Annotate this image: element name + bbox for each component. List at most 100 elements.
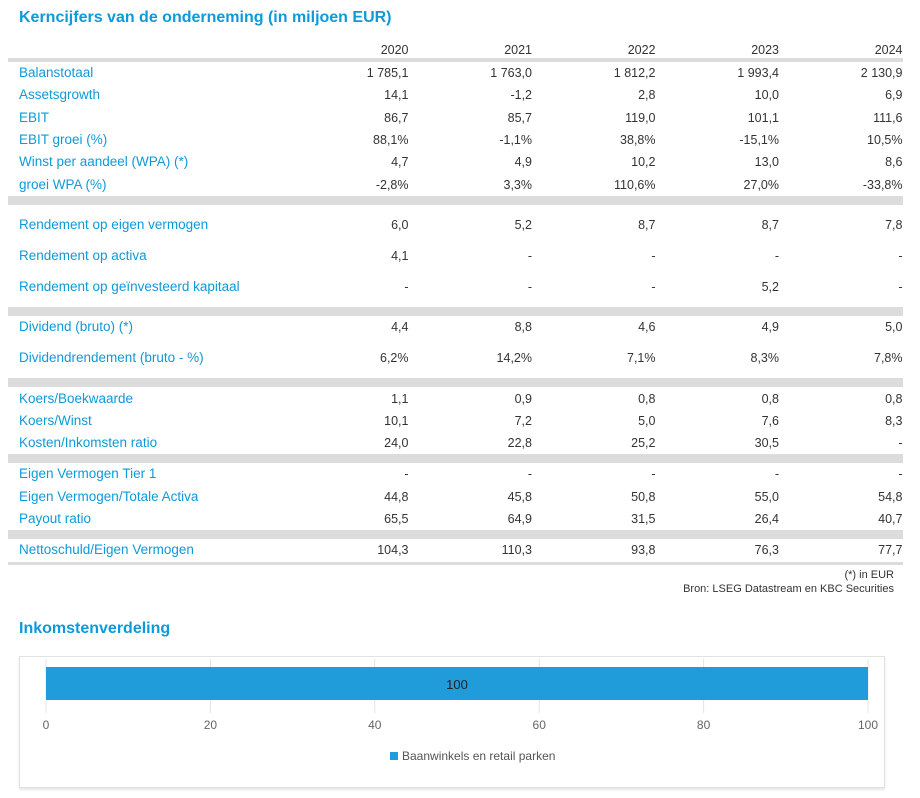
table-row: EBIT groei (%) 88,1% -1,1% 38,8% -15,1% 10,5%: [8, 129, 903, 151]
cell-value: -1,1%: [499, 133, 532, 148]
cell-value: 7,2: [514, 413, 532, 428]
cell-value: 104,3: [377, 543, 409, 558]
group-divider: [8, 530, 903, 540]
cell-value: 1 763,0: [490, 66, 532, 81]
table-row: Kosten/Inkomsten ratio 24,0 22,8 25,2 30,5 -: [8, 432, 903, 454]
table-row: groei WPA (%) -2,8% 3,3% 110,6% 27,0% -33,8%: [8, 173, 903, 195]
cell-value: 27,0%: [743, 177, 779, 192]
key-figures-section: 2020 2021 2022 2023 2024 Balanstotaal 1 785,1 1…: [8, 38, 903, 596]
cell-value: 13,0: [754, 155, 779, 170]
cell-value: 8,3%: [750, 351, 780, 366]
group-divider: [8, 454, 903, 464]
table-row: Koers/Boekwaarde 1,1 0,9 0,8 0,8 0,8: [8, 387, 903, 409]
cell-value: 93,8: [631, 543, 656, 558]
cell-value: 10,5%: [867, 133, 903, 148]
bar: [46, 667, 868, 700]
cell-value: 44,8: [384, 489, 409, 504]
cell-value: 8,7: [761, 217, 779, 232]
cell-value: 7,1%: [627, 351, 656, 366]
year-header: 2020: [380, 43, 409, 57]
cell-value: 7,8: [885, 217, 903, 232]
group-divider: [8, 195, 903, 205]
cell-value: 4,9: [514, 155, 532, 170]
cell-value: 86,7: [384, 110, 409, 125]
table-row: Balanstotaal 1 785,1 1 763,0 1 812,2 1 993,4…: [8, 62, 903, 84]
cell-value: -: [898, 467, 903, 482]
x-tick-label: 100: [858, 718, 878, 732]
cell-value: -: [898, 280, 903, 295]
cell-value: 0,8: [761, 391, 779, 406]
cell-value: 7,8%: [874, 351, 903, 366]
cell-value: -: [774, 467, 779, 482]
cell-value: -: [527, 248, 532, 263]
cell-value: 110,3: [501, 543, 532, 558]
row-label: Eigen Vermogen Tier 1: [19, 466, 157, 482]
cell-value: 76,3: [754, 543, 779, 558]
cell-value: 0,8: [638, 391, 656, 406]
divider: [8, 58, 903, 62]
cell-value: 24,0: [384, 436, 409, 451]
cell-value: 45,8: [507, 489, 532, 504]
cell-value: 22,8: [507, 436, 532, 451]
cell-value: 5,0: [885, 320, 903, 335]
year-header: 2021: [504, 43, 532, 57]
row-label: Nettoschuld/Eigen Vermogen: [19, 542, 194, 558]
table-row: Payout ratio 65,5 64,9 31,5 26,4 40,7: [8, 508, 903, 530]
table-header: 2020 2021 2022 2023 2024: [8, 38, 903, 58]
cell-value: 14,1: [384, 88, 409, 103]
cell-value: 4,1: [391, 248, 409, 263]
cell-value: 6,9: [885, 88, 903, 103]
cell-value: 4,7: [391, 155, 409, 170]
cell-value: 1 812,2: [613, 66, 656, 81]
cell-value: 4,6: [638, 320, 656, 335]
year-header: 2024: [874, 43, 903, 57]
cell-value: -: [527, 467, 532, 482]
cell-value: -: [527, 280, 532, 295]
chart-title: Inkomstenverdeling: [19, 620, 171, 637]
cell-value: -: [898, 436, 903, 451]
cell-value: 101,1: [747, 110, 779, 125]
cell-value: -15,1%: [739, 133, 779, 148]
cell-value: 5,0: [638, 413, 656, 428]
cell-value: 4,9: [761, 320, 779, 335]
cell-value: 2,8: [638, 88, 656, 103]
cell-value: 0,9: [514, 391, 532, 406]
cell-value: 40,7: [878, 512, 903, 526]
cell-value: 88,1%: [373, 133, 409, 148]
group-divider: [8, 307, 903, 317]
cell-value: 14,2%: [496, 351, 532, 366]
cell-value: 25,2: [631, 436, 656, 451]
row-label: Koers/Boekwaarde: [19, 390, 134, 406]
key-figures-table: 2020 2021 2022 2023 2024 Balanstotaal 1 785,1 1…: [8, 38, 903, 566]
cell-value: 8,3: [885, 413, 903, 428]
cell-value: -: [651, 248, 656, 263]
table-row: Rendement op eigen vermogen 6,0 5,2 8,7 8,7 7…: [8, 205, 903, 245]
year-header: 2023: [751, 43, 779, 57]
x-tick-label: 60: [533, 718, 547, 732]
group-divider: [8, 378, 903, 388]
source-note: Bron: LSEG Datastream en KBC Securities: [683, 583, 894, 596]
legend-label: Baanwinkels en retail parken: [402, 749, 555, 763]
cell-value: -: [898, 248, 903, 263]
legend-swatch: [390, 752, 398, 760]
x-tick-label: 40: [368, 718, 382, 732]
cell-value: 26,4: [754, 512, 779, 526]
cell-value: 5,2: [761, 280, 779, 295]
income-bar-chart: 0 20 40 60 80 100 100 Baanwinkels en retail par…: [43, 659, 878, 763]
cell-value: 10,0: [754, 88, 779, 103]
table-notes: (*) in EUR Bron: LSEG Datastream en KBC …: [8, 568, 903, 596]
cell-value: 1 785,1: [366, 66, 409, 81]
cell-value: 111,6: [873, 110, 903, 125]
cell-value: -2,8%: [375, 177, 409, 192]
cell-value: -33,8%: [862, 177, 903, 192]
data-label: 100: [446, 677, 468, 692]
cell-value: 65,5: [384, 512, 409, 526]
cell-value: 50,8: [631, 489, 656, 504]
table-row: Koers/Winst 10,1 7,2 5,0 7,6 8,3: [8, 410, 903, 432]
row-label: Winst per aandeel (WPA) (*): [19, 154, 189, 170]
row-label: groei WPA (%): [19, 176, 107, 192]
cell-value: 8,6: [885, 155, 903, 170]
row-label: Rendement op geïnvesteerd kapitaal: [19, 279, 240, 295]
row-label: Rendement op eigen vermogen: [19, 216, 209, 232]
x-tick-label: 20: [204, 718, 218, 732]
